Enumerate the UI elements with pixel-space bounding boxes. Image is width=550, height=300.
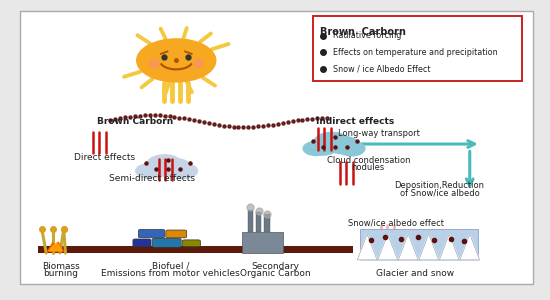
Text: Biomass: Biomass bbox=[42, 262, 80, 271]
Text: Brown Carborn: Brown Carborn bbox=[97, 117, 173, 126]
FancyBboxPatch shape bbox=[248, 210, 253, 232]
FancyBboxPatch shape bbox=[139, 230, 165, 238]
Text: Indirect effects: Indirect effects bbox=[316, 117, 394, 126]
Text: of Snow/ice albedo: of Snow/ice albedo bbox=[400, 189, 480, 198]
Text: Radiative forcing: Radiative forcing bbox=[333, 32, 401, 40]
Circle shape bbox=[137, 39, 216, 82]
FancyBboxPatch shape bbox=[133, 239, 151, 247]
Polygon shape bbox=[49, 243, 62, 251]
Polygon shape bbox=[358, 234, 377, 260]
FancyBboxPatch shape bbox=[38, 247, 354, 253]
Text: Cloud condensation: Cloud condensation bbox=[327, 156, 410, 165]
FancyBboxPatch shape bbox=[166, 230, 186, 238]
Polygon shape bbox=[378, 234, 398, 260]
Circle shape bbox=[308, 139, 338, 155]
Circle shape bbox=[314, 132, 349, 152]
Text: Emissions from motor vehicles: Emissions from motor vehicles bbox=[101, 268, 240, 278]
FancyBboxPatch shape bbox=[264, 214, 270, 232]
Text: Secondary: Secondary bbox=[251, 262, 299, 271]
Text: Organic Carbon: Organic Carbon bbox=[240, 268, 310, 278]
Circle shape bbox=[327, 136, 359, 154]
Circle shape bbox=[170, 164, 197, 178]
Text: burning: burning bbox=[43, 268, 79, 278]
Text: Snow / ice Albedo Effect: Snow / ice Albedo Effect bbox=[333, 64, 430, 73]
FancyBboxPatch shape bbox=[152, 238, 181, 247]
Circle shape bbox=[303, 142, 328, 155]
Text: Brown  Carborn: Brown Carborn bbox=[320, 27, 406, 37]
Text: Long-way transport: Long-way transport bbox=[338, 129, 420, 138]
Text: Direct effects: Direct effects bbox=[74, 153, 135, 162]
Text: Semi-direct effects: Semi-direct effects bbox=[108, 174, 195, 183]
FancyBboxPatch shape bbox=[242, 232, 283, 253]
Circle shape bbox=[147, 155, 182, 174]
Polygon shape bbox=[439, 234, 459, 260]
FancyBboxPatch shape bbox=[256, 212, 261, 232]
Text: Snow/ice albedo effect: Snow/ice albedo effect bbox=[348, 219, 444, 228]
Polygon shape bbox=[47, 242, 64, 251]
FancyBboxPatch shape bbox=[20, 11, 533, 284]
FancyBboxPatch shape bbox=[360, 229, 478, 260]
Text: Biofuel /: Biofuel / bbox=[152, 262, 189, 271]
Polygon shape bbox=[460, 234, 480, 260]
FancyBboxPatch shape bbox=[182, 240, 200, 247]
Polygon shape bbox=[398, 234, 418, 260]
Circle shape bbox=[136, 164, 161, 178]
Text: Effects on temperature and precipitation: Effects on temperature and precipitation bbox=[333, 48, 497, 57]
Circle shape bbox=[338, 141, 365, 156]
Text: nodules: nodules bbox=[351, 164, 385, 172]
Text: Deposition,Reduction: Deposition,Reduction bbox=[394, 181, 485, 190]
Polygon shape bbox=[419, 234, 438, 260]
Circle shape bbox=[141, 161, 170, 178]
FancyBboxPatch shape bbox=[314, 16, 522, 81]
Text: Glacier and snow: Glacier and snow bbox=[376, 268, 454, 278]
Circle shape bbox=[159, 159, 191, 176]
